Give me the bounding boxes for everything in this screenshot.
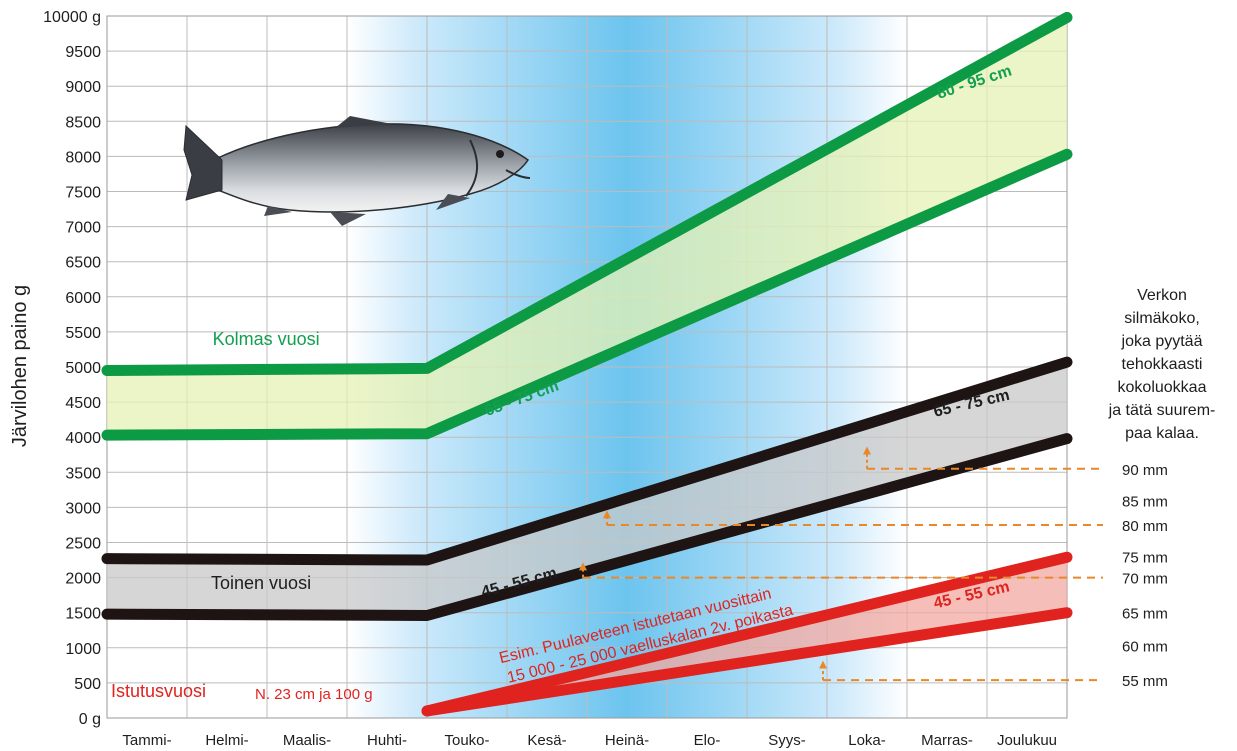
y-tick-label: 6000 [65, 290, 101, 307]
salmon-tail [183, 124, 223, 201]
salmon-dorsal-fin [335, 116, 392, 128]
salmon-anal-fin [264, 206, 292, 216]
series-line-toinen-vuosi-lower [101, 433, 1073, 622]
series-line-toinen-vuosi-upper [101, 356, 1073, 566]
group-label: Kolmas vuosi [213, 329, 320, 349]
mesh-size-label: 70 mm [1122, 571, 1168, 588]
y-tick-label: 7500 [65, 185, 101, 202]
mesh-note-line: silmäkoko, [1124, 310, 1200, 327]
mesh-note-line: kokoluokkaa [1118, 379, 1207, 396]
y-tick-label: 4000 [65, 430, 101, 447]
salmon-fish-image [183, 116, 531, 226]
mesh-size-label: 65 mm [1122, 606, 1168, 623]
mesh-note-line: ja tätä suurem- [1108, 402, 1216, 419]
mesh-note-line: joka pyytää [1121, 333, 1203, 350]
salmon-jaw [505, 169, 531, 179]
salmon-pelvic-fin [330, 212, 366, 226]
y-tick-label: 9000 [65, 79, 101, 96]
mesh-size-label: 60 mm [1122, 639, 1168, 656]
x-tick-label: Kesä- [527, 732, 566, 749]
y-tick-label: 2000 [65, 571, 101, 588]
y-tick-label: 0 g [79, 711, 101, 728]
y-tick-label: 3000 [65, 500, 101, 517]
x-tick-label: Helmi- [205, 732, 248, 749]
x-tick-label: Joulukuu [997, 732, 1057, 749]
x-tick-label: Touko- [444, 732, 489, 749]
weight-lines [101, 11, 1073, 717]
y-tick-label: 6500 [65, 255, 101, 272]
y-tick-label: 4500 [65, 395, 101, 412]
salmon-pectoral-fin [436, 194, 470, 210]
group-label: Istutusvuosi [111, 681, 206, 701]
y-tick-label: 9500 [65, 44, 101, 61]
series-line-istutusvuosi-upper [421, 551, 1073, 717]
y-tick-label: 1000 [65, 641, 101, 658]
salmon-eye [496, 150, 504, 158]
group-label: Toinen vuosi [211, 573, 311, 593]
x-tick-label: Syys- [768, 732, 806, 749]
salmon-gill [465, 139, 478, 197]
mesh-size-label: 55 mm [1122, 673, 1168, 690]
x-tick-label: Marras- [921, 732, 973, 749]
y-tick-label: 8500 [65, 114, 101, 131]
mesh-note-line: paa kalaa. [1125, 425, 1199, 442]
x-tick-label: Loka- [848, 732, 886, 749]
series-line-kolmas-vuosi-upper [101, 11, 1073, 377]
y-tick-label: 10000 g [43, 9, 101, 26]
mesh-note-line: tehokkaasti [1122, 356, 1203, 373]
y-tick-label: 3500 [65, 465, 101, 482]
band-kolmas-vuosi [107, 17, 1067, 436]
x-tick-label: Elo- [694, 732, 721, 749]
x-tick-label: Huhti- [367, 732, 407, 749]
mesh-size-label: 85 mm [1122, 493, 1168, 510]
mesh-note-line: Verkon [1137, 287, 1187, 304]
y-tick-label: 500 [74, 676, 101, 693]
y-axis-label: Järvilohen paino g [9, 285, 31, 447]
series-line-istutusvuosi-lower [421, 607, 1073, 717]
x-tick-label: Heinä- [605, 732, 649, 749]
y-tick-label: 8000 [65, 149, 101, 166]
group-label: N. 23 cm ja 100 g [255, 686, 373, 703]
mesh-size-label: 90 mm [1122, 462, 1168, 479]
y-tick-label: 5000 [65, 360, 101, 377]
axis-ticks: 0 g 500 1000 1500 2000 2500 3000 3500 4000 4500 50… [43, 9, 1057, 749]
y-tick-label: 5500 [65, 325, 101, 342]
y-tick-label: 7000 [65, 220, 101, 237]
series-line-kolmas-vuosi-lower [101, 148, 1073, 441]
mesh-size-label: 80 mm [1122, 518, 1168, 535]
y-tick-label: 2500 [65, 536, 101, 553]
x-tick-label: Maalis- [283, 732, 331, 749]
y-tick-label: 1500 [65, 606, 101, 623]
mesh-size-arrows [579, 446, 1103, 682]
mesh-size-label: 75 mm [1122, 550, 1168, 567]
x-tick-label: Tammi- [122, 732, 171, 749]
